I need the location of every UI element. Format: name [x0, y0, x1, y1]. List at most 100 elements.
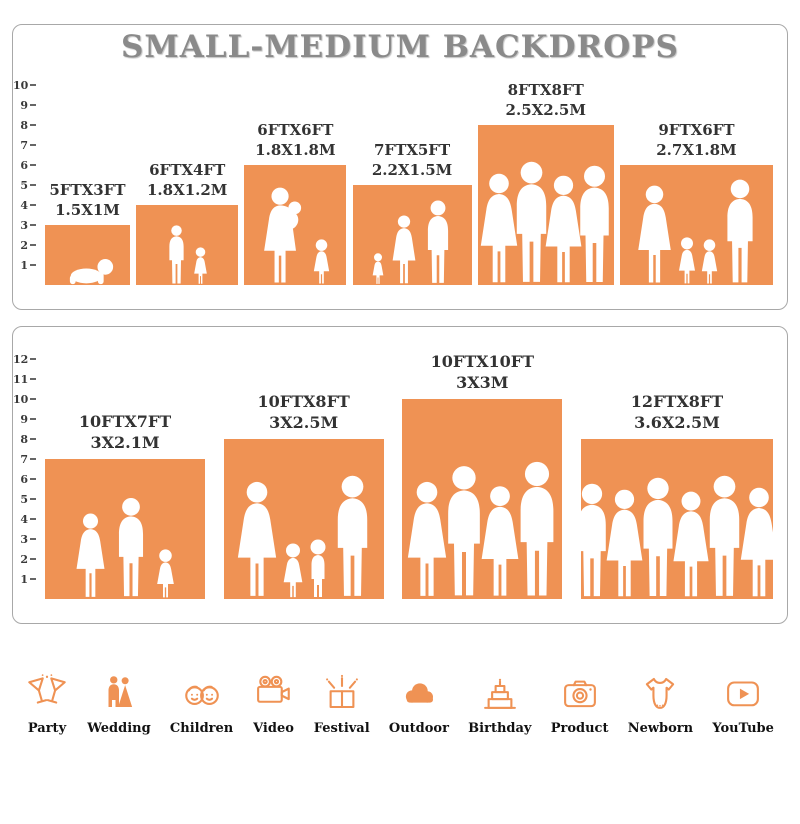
category-row: Party Wedding	[26, 672, 774, 736]
axis-tick-mark	[30, 458, 36, 460]
axis-tick-mark	[30, 438, 36, 440]
newborn-icon	[646, 677, 675, 709]
backdrop-size-label: 12FTX8FT 3.6X2.5M	[630, 392, 724, 433]
axis-tick-mark	[30, 124, 36, 126]
category-label: Product	[550, 721, 609, 736]
womanbaby-silhouette	[258, 187, 307, 285]
axis-tick-mark	[30, 184, 36, 186]
axis-tick-mark	[30, 244, 36, 246]
woman-silhouette	[735, 487, 773, 599]
backdrop-bar-group: 10FTX10FT 3X3M	[402, 352, 563, 599]
backdrop-size-label: 10FTX8FT 3X2.5M	[257, 392, 350, 433]
category-label: Outdoor	[388, 721, 449, 736]
backdrop-bar-group: 12FTX8FT 3.6X2.5M	[580, 392, 773, 599]
category-label: YouTube	[712, 721, 774, 736]
category-label: Birthday	[468, 721, 532, 736]
axis-tick-mark	[30, 264, 36, 266]
backdrop-bar-group: 10FTX8FT 3X2.5M	[223, 392, 384, 599]
man-silhouette	[422, 200, 454, 285]
axis-tick-mark	[30, 398, 36, 400]
backdrop-bar-group: 9FTX6FT 2.7X1.8M	[619, 121, 773, 285]
children-icon	[184, 685, 219, 705]
wedding-icon	[108, 676, 133, 707]
girl-silhouette	[310, 239, 333, 285]
backdrop-bar-group: 7FTX5FT 2.2X1.5M	[352, 141, 472, 285]
category-youtube: YouTube	[712, 672, 774, 736]
girl-silhouette	[675, 237, 699, 285]
woman-silhouette	[633, 185, 676, 285]
category-label: Children	[169, 721, 234, 736]
axis-tick-mark	[30, 104, 36, 106]
category-label: Newborn	[627, 721, 694, 736]
backdrop-size-label: 10FTX7FT 3X2.1M	[78, 412, 172, 453]
man-silhouette	[165, 225, 188, 285]
axis-tick-label: 9	[20, 98, 28, 112]
axis-tick-label: 4	[20, 512, 28, 526]
axis-tick-mark	[30, 358, 36, 360]
axis-tick-mark	[30, 164, 36, 166]
axis-tick-label: 1	[20, 572, 28, 586]
panel-large: 1 2 3 4 5 6 7 8 9 10 11 12 10FTX7FT 3X2.1M 10FTX8FT 3X…	[12, 326, 788, 624]
category-wedding: Wedding	[87, 672, 151, 736]
axis-tick-label: 2	[20, 238, 28, 252]
video-icon	[257, 675, 291, 703]
backdrop-size-label: 6FTX4FT 1.8X1.2M	[146, 161, 228, 199]
backdrop-rect	[223, 439, 384, 599]
backdrop-size-label: 5FTX3FT 1.5X1M	[49, 181, 126, 219]
backdrop-size-label: 9FTX6FT 2.7X1.8M	[656, 121, 737, 159]
axis-tick-label: 7	[20, 138, 28, 152]
backdrop-bar-group: 6FTX6FT 1.8X1.8M	[244, 121, 347, 285]
axis-tick-mark	[30, 578, 36, 580]
party-icon	[28, 674, 66, 704]
man-silhouette	[572, 165, 614, 285]
axis-tick-mark	[30, 204, 36, 206]
axis-ticks-bottom: 1 2 3 4 5 6 7 8 9 10 11 12	[13, 327, 43, 623]
baby-silhouette	[59, 257, 117, 285]
backdrop-rect	[580, 439, 773, 599]
category-children: Children	[170, 672, 233, 736]
page-title: SMALL-MEDIUM BACKDROPS	[121, 29, 679, 65]
axis-tick-label: 8	[20, 118, 28, 132]
axis-tick-mark	[30, 144, 36, 146]
category-birthday: Birthday	[468, 672, 531, 736]
backdrop-size-label: 10FTX10FT 3X3M	[430, 352, 535, 393]
category-label: Party	[27, 721, 67, 736]
backdrop-size-label: 7FTX5FT 2.2X1.5M	[371, 141, 453, 179]
backdrop-rect	[402, 399, 563, 599]
axis-tick-label: 4	[20, 198, 28, 212]
axis-tick-label: 11	[13, 372, 29, 386]
backdrop-rect	[477, 125, 614, 285]
backdrop-size-chart: SMALL-MEDIUM BACKDROPS 1 2 3 4 5 6 7 8 9 10 5FTX3…	[0, 24, 800, 736]
festival-icon	[325, 674, 358, 709]
axis-tick-label: 1	[20, 258, 28, 272]
backdrop-size-label: 6FTX6FT 1.8X1.8M	[255, 121, 336, 159]
axis-tick-label: 5	[20, 492, 28, 506]
axis-tick-label: 9	[20, 412, 28, 426]
axis-tick-label: 10	[13, 78, 29, 92]
axis-tick-label: 5	[20, 178, 28, 192]
axis-tick-mark	[30, 478, 36, 480]
girl-silhouette	[698, 239, 721, 285]
category-label: Wedding	[87, 721, 151, 736]
backdrop-bar-group: 6FTX4FT 1.8X1.2M	[136, 161, 239, 285]
girl-silhouette	[191, 247, 210, 285]
product-icon	[563, 680, 596, 708]
category-outdoor: Outdoor	[389, 672, 449, 736]
backdrop-rect	[45, 225, 130, 285]
backdrop-rect	[45, 459, 205, 599]
axis-tick-label: 8	[20, 432, 28, 446]
man-silhouette	[720, 179, 760, 285]
man-silhouette	[112, 497, 150, 599]
axis-ticks-top: 1 2 3 4 5 6 7 8 9 10	[13, 25, 43, 309]
backdrop-bar-group: 10FTX7FT 3X2.1M	[45, 412, 205, 599]
axis-tick-label: 6	[20, 472, 28, 486]
axis-tick-mark	[30, 558, 36, 560]
backdrop-rect	[244, 165, 347, 285]
axis-tick-label: 12	[13, 352, 29, 366]
axis-tick-mark	[30, 378, 36, 380]
category-product: Product	[550, 672, 609, 736]
axis-tick-mark	[30, 518, 36, 520]
man-silhouette	[511, 461, 563, 599]
backdrop-bar-group: 8FTX8FT 2.5X2.5M	[477, 81, 614, 285]
woman-silhouette	[232, 481, 282, 599]
